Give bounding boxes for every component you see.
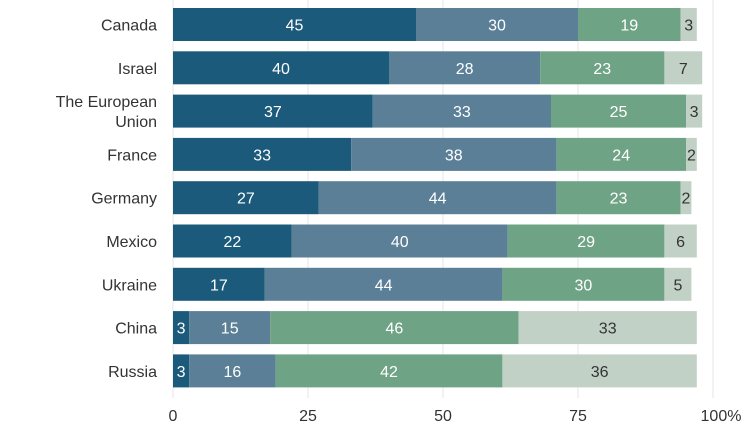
bar-segment — [664, 224, 697, 258]
data-label: 16 — [224, 364, 242, 381]
bar-segment — [686, 94, 703, 128]
bar-segment — [680, 8, 697, 41]
bar-segment — [551, 94, 686, 128]
data-label: 15 — [221, 321, 239, 338]
data-label: 3 — [177, 321, 186, 338]
data-label: 36 — [591, 364, 609, 381]
bar-segment — [173, 267, 265, 301]
data-label: 30 — [488, 18, 506, 35]
data-label: 33 — [453, 104, 471, 121]
bar-segment — [189, 354, 276, 388]
category-label-line: The European — [56, 94, 157, 111]
data-label: 25 — [610, 104, 628, 121]
category-label: Mexico — [106, 234, 157, 251]
data-label: 33 — [599, 321, 617, 338]
x-tick-label: 0 — [169, 408, 178, 425]
data-label: 3 — [690, 104, 699, 121]
category-label: Germany — [91, 191, 157, 208]
bar-segment — [578, 8, 681, 41]
x-tick-label: 100% — [701, 408, 742, 425]
data-label: 44 — [375, 277, 393, 294]
bar-segment — [264, 267, 503, 301]
bar-segment — [173, 311, 190, 345]
category-label: Russia — [108, 364, 157, 381]
category-label: Canada — [101, 18, 157, 35]
x-axis-ticks: 0 25 50 75 100% — [169, 408, 742, 425]
data-label: 19 — [620, 18, 638, 35]
data-label: 7 — [679, 61, 688, 78]
bar-segment — [351, 137, 557, 171]
category-label: Ukraine — [102, 277, 157, 294]
bar-segment — [173, 224, 292, 258]
category-labels: Canada Israel The European Union France Germa… — [56, 18, 158, 381]
data-label: 23 — [593, 61, 611, 78]
data-label: 28 — [456, 61, 474, 78]
x-tick-label: 50 — [434, 408, 452, 425]
category-label: China — [115, 321, 157, 338]
data-label: 2 — [687, 147, 696, 164]
bar-segment — [275, 354, 503, 388]
bar-segment — [189, 311, 271, 345]
bar-segment — [540, 51, 665, 85]
bar-segment — [502, 267, 665, 301]
data-label: 17 — [210, 277, 228, 294]
category-label-line: Union — [115, 114, 157, 131]
bar-segment — [556, 181, 681, 215]
data-label: 40 — [272, 61, 290, 78]
bar-segment — [416, 8, 578, 41]
data-label: 6 — [676, 234, 685, 251]
data-label: 27 — [237, 191, 255, 208]
bar-segment — [270, 311, 519, 345]
bar-segment — [173, 8, 416, 41]
data-label: 22 — [224, 234, 242, 251]
bar-segment — [686, 137, 697, 171]
category-label: Israel — [118, 61, 157, 78]
bar-segment — [680, 181, 692, 215]
data-label: 29 — [577, 234, 595, 251]
data-label: 33 — [253, 147, 271, 164]
x-tick-label: 25 — [299, 408, 317, 425]
bar-segment — [518, 311, 697, 345]
bar-segment — [173, 181, 319, 215]
data-label: 42 — [380, 364, 398, 381]
data-label: 37 — [264, 104, 282, 121]
bar-segment — [291, 224, 508, 258]
bar-segment — [664, 267, 692, 301]
x-tick-label: 75 — [569, 408, 587, 425]
bar-segment — [173, 354, 190, 388]
category-label: The European Union — [56, 94, 157, 131]
data-label: 2 — [682, 191, 691, 208]
bar-segment — [502, 354, 697, 388]
bar-segment — [173, 137, 352, 171]
bar-segment — [318, 181, 557, 215]
data-label: 38 — [445, 147, 463, 164]
category-label: France — [107, 147, 157, 164]
data-label: 46 — [386, 321, 404, 338]
bar-segment — [664, 51, 703, 85]
bar-segment — [372, 94, 551, 128]
bar-segment — [507, 224, 665, 258]
data-label: 5 — [673, 277, 682, 294]
data-label: 45 — [286, 18, 304, 35]
data-label: 24 — [612, 147, 630, 164]
data-label: 30 — [575, 277, 593, 294]
data-label: 3 — [177, 364, 186, 381]
data-label: 40 — [391, 234, 409, 251]
bar-segment — [389, 51, 541, 85]
bar-segment — [173, 94, 373, 128]
bar-segment — [556, 137, 686, 171]
bars-layer: 45 30 19 340 28 23 737 33 25 333 38 24 227 44 23 222 40 2… — [173, 8, 703, 388]
data-label: 23 — [610, 191, 628, 208]
data-label: 44 — [429, 191, 447, 208]
data-label: 3 — [684, 18, 693, 35]
bar-segment — [173, 51, 389, 85]
